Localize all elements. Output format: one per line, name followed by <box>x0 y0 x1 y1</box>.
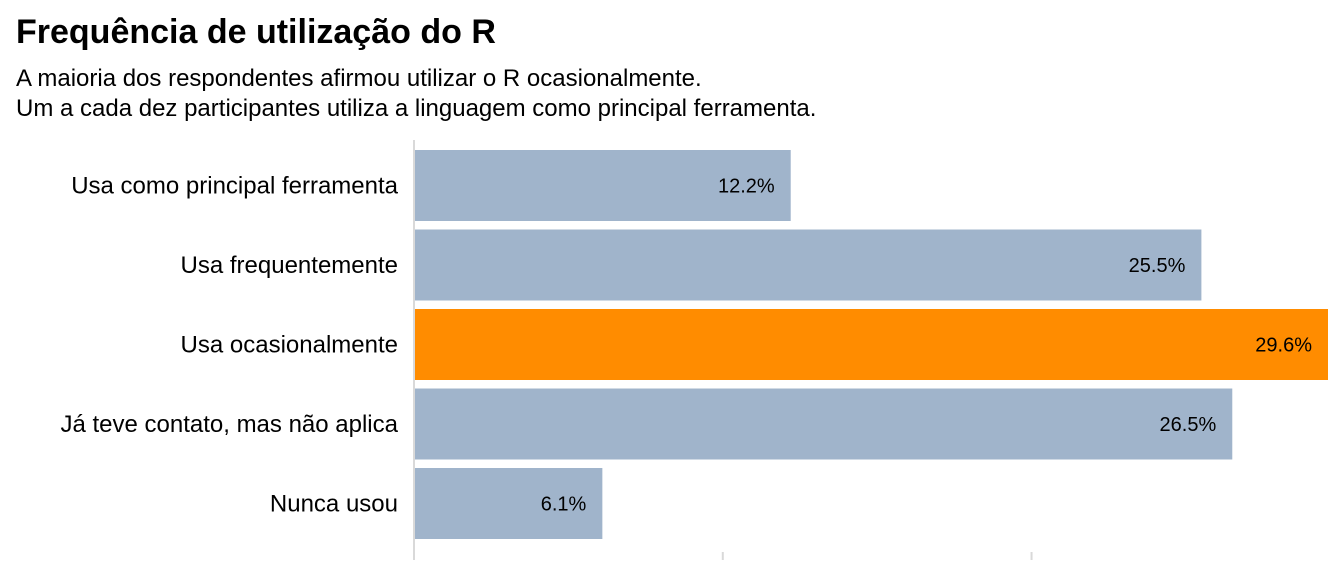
value-label-1: 25.5% <box>1129 255 1186 277</box>
value-label-0: 12.2% <box>718 176 775 198</box>
axis-layer <box>413 140 1033 560</box>
value-label-2: 29.6% <box>1255 335 1312 357</box>
category-label-1: Usa frequentemente <box>181 252 398 279</box>
bar-4 <box>415 468 603 539</box>
bar-0 <box>415 150 791 221</box>
category-label-4: Nunca usou <box>270 491 398 518</box>
subtitle-line-1: A maioria dos respondentes afirmou utili… <box>16 65 702 92</box>
category-label-3: Já teve contato, mas não aplica <box>60 411 398 438</box>
category-label-2: Usa ocasionalmente <box>181 332 398 359</box>
value-label-3: 26.5% <box>1160 414 1217 436</box>
bar-layer <box>415 150 1328 539</box>
subtitle-line-2: Um a cada dez participantes utiliza a li… <box>16 95 817 122</box>
label-layer: 12.2% Usa como principal ferramenta 25.5% U… <box>60 173 1312 518</box>
chart-subtitle: A maioria dos respondentes afirmou utili… <box>16 64 816 124</box>
chart-title: Frequência de utilização do R <box>16 13 496 51</box>
category-label-0: Usa como principal ferramenta <box>71 173 398 200</box>
bar-3 <box>415 388 1233 460</box>
bar-2 <box>415 309 1328 380</box>
bar-1 <box>415 229 1202 301</box>
value-label-4: 6.1% <box>541 494 587 516</box>
